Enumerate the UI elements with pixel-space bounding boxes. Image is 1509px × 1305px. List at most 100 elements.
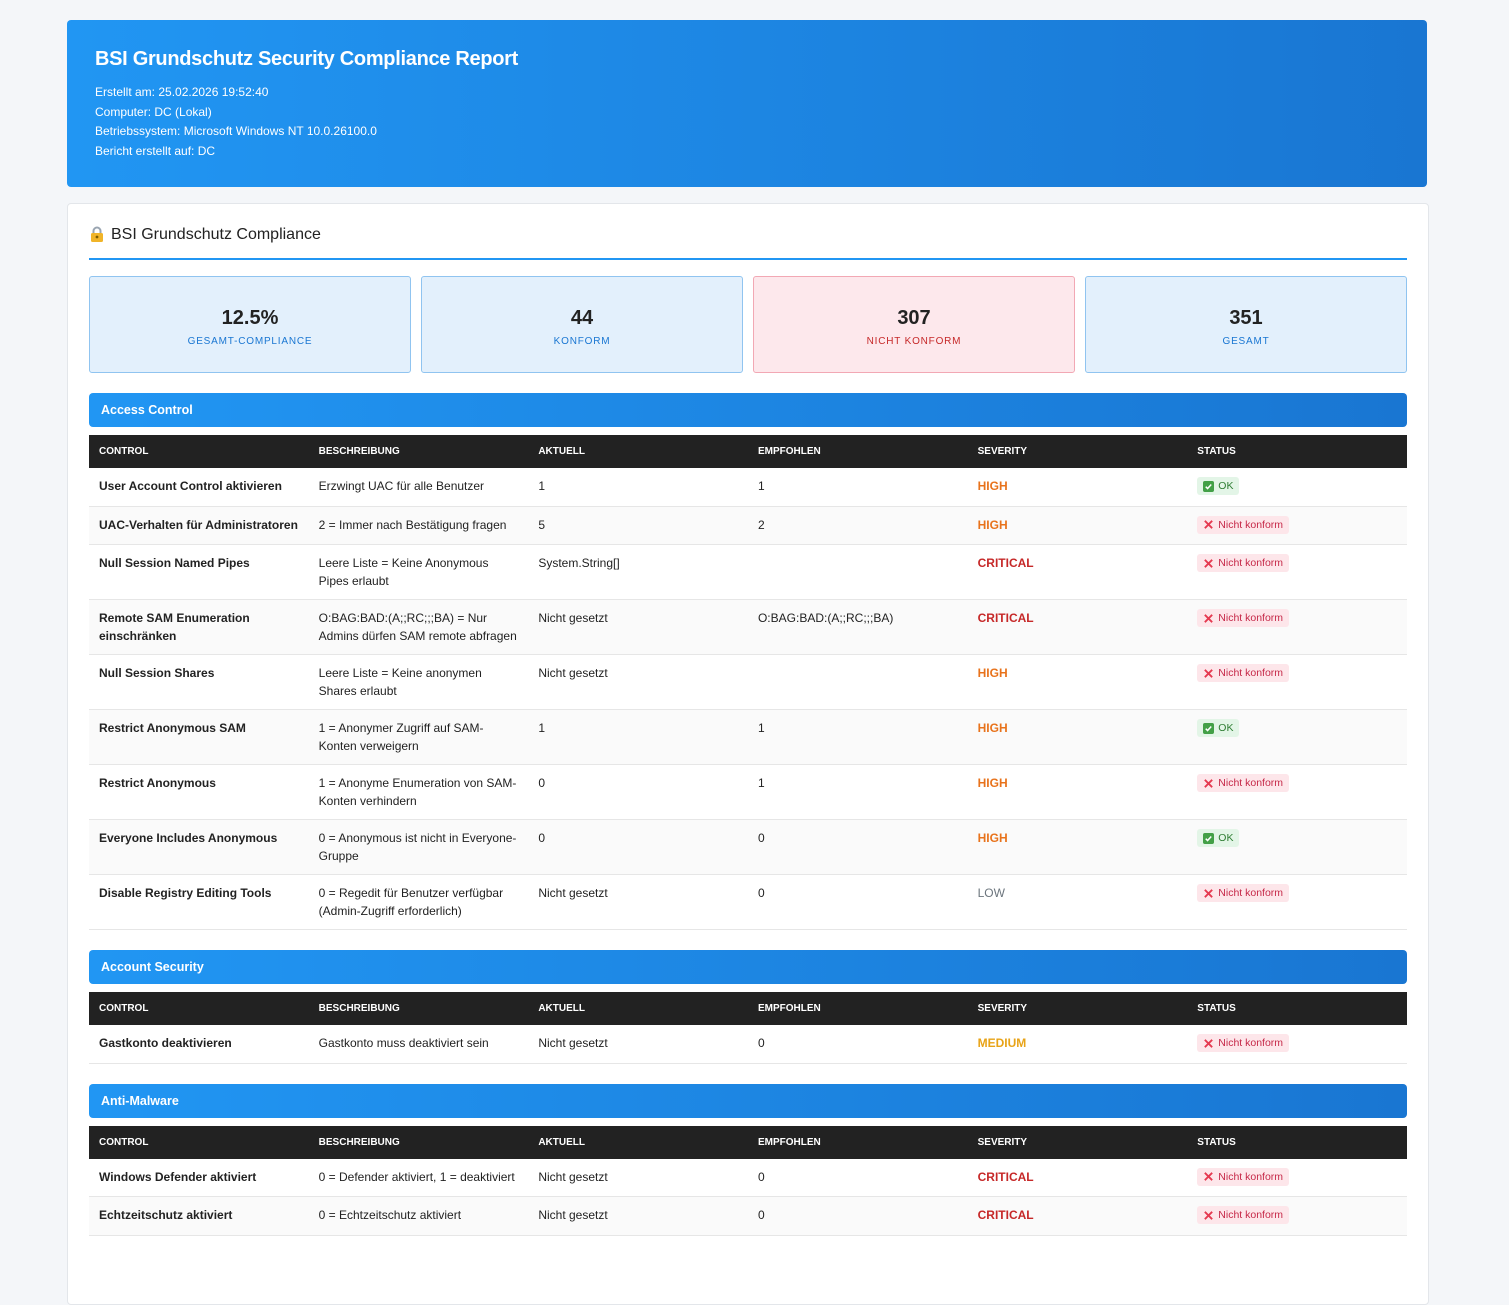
status-text: OK — [1218, 722, 1234, 734]
stat-value: 12.5% — [221, 306, 279, 329]
column-header: EMPFOHLEN — [747, 1125, 968, 1159]
stat-value: 307 — [897, 306, 931, 329]
control-row: Echtzeitschutz aktiviert 0 = Echtzeitschu… — [89, 1196, 1407, 1236]
description: 0 = Defender aktiviert, 1 = deaktiviert — [308, 1158, 529, 1197]
control-row: Windows Defender aktiviert 0 = Defender a… — [89, 1158, 1407, 1197]
severity: LOW — [967, 874, 1188, 930]
status-badge: Nicht konform — [1197, 664, 1290, 682]
stats: 12.5% GESAMT-COMPLIANCE 44 KONFORM 307 NICHT … — [89, 276, 1407, 373]
severity: HIGH — [967, 819, 1188, 875]
meta-line: Bericht erstellt auf: DC — [95, 143, 216, 158]
recommended-value: 0 — [747, 1196, 968, 1236]
column-header: AKTUELL — [528, 1125, 748, 1159]
column-header: SEVERITY — [967, 992, 1188, 1025]
table-head: CONTROL BESCHREIBUNG AKTUELL EMPFOHLEN SEVER… — [89, 1125, 1407, 1159]
status-cell: Nicht konform — [1187, 1158, 1407, 1197]
severity: CRITICAL — [967, 1158, 1188, 1197]
compliance-card: BSI Grundschutz Compliance 12.5% GESAMT-C… — [67, 203, 1429, 1305]
column-header: SEVERITY — [967, 435, 1188, 468]
stat-value: 44 — [570, 306, 594, 329]
recommended-value: 0 — [747, 874, 968, 930]
control-row: Restrict Anonymous SAM 1 = Anonymer Zugri… — [89, 709, 1407, 765]
control-row: Disable Registry Editing Tools 0 = Regedi… — [89, 874, 1407, 930]
control-name: Restrict Anonymous SAM — [89, 709, 309, 765]
meta-list: Erstellt am: 25.02.2026 19:52:40 Computer… — [95, 83, 1399, 161]
stat-label: KONFORM — [553, 335, 611, 347]
meta-line: Computer: DC (Lokal) — [95, 104, 212, 119]
severity: CRITICAL — [967, 599, 1188, 655]
control-name: Remote SAM Enumeration einschränken — [89, 599, 309, 655]
current-value: Nicht gesetzt — [528, 1196, 748, 1236]
control-row: User Account Control aktivieren Erzwingt … — [89, 468, 1407, 507]
current-value: 0 — [528, 819, 748, 875]
severity: CRITICAL — [967, 1196, 1188, 1236]
column-header: STATUS — [1187, 1125, 1407, 1159]
status-badge: Nicht konform — [1197, 1206, 1290, 1224]
current-value: Nicht gesetzt — [528, 874, 748, 930]
table-head: CONTROL BESCHREIBUNG AKTUELL EMPFOHLEN SEVER… — [89, 435, 1407, 468]
severity: HIGH — [967, 506, 1188, 545]
column-header: BESCHREIBUNG — [308, 435, 529, 468]
control-name: Null Session Shares — [89, 654, 309, 710]
column-header: CONTROL — [89, 435, 309, 468]
description: 2 = Immer nach Bestätigung fragen — [308, 506, 529, 545]
status-badge: Nicht konform — [1197, 1034, 1290, 1052]
description: 0 = Anonymous ist nicht in Everyone-Grup… — [308, 819, 529, 875]
status-cell: Nicht konform — [1187, 544, 1407, 600]
column-header: EMPFOHLEN — [747, 992, 968, 1025]
stat-box: 351 GESAMT — [1085, 276, 1407, 373]
description: Leere Liste = Keine anonymen Shares erla… — [308, 654, 529, 710]
column-header: BESCHREIBUNG — [308, 992, 529, 1025]
control-name: Null Session Named Pipes — [89, 544, 309, 600]
severity: CRITICAL — [967, 544, 1188, 600]
status-badge: OK — [1197, 477, 1240, 495]
column-header: CONTROL — [89, 992, 309, 1025]
column-header: EMPFOHLEN — [747, 435, 968, 468]
header-row: CONTROL BESCHREIBUNG AKTUELL EMPFOHLEN SEVER… — [89, 992, 1407, 1025]
stat-box: 307 NICHT KONFORM — [753, 276, 1075, 373]
description: Erzwingt UAC für alle Benutzer — [308, 468, 529, 507]
column-header: BESCHREIBUNG — [308, 1125, 529, 1159]
control-row: Everyone Includes Anonymous 0 = Anonymous… — [89, 819, 1407, 875]
control-name: UAC-Verhalten für Administratoren — [89, 506, 309, 545]
severity: HIGH — [967, 468, 1188, 507]
stat-box: 44 KONFORM — [421, 276, 743, 373]
description: O:BAG:BAD:(A;;RC;;;BA) = Nur Admins dürf… — [308, 599, 529, 655]
status-badge: Nicht konform — [1197, 554, 1290, 572]
description: 1 = Anonymer Zugriff auf SAM-Konten verw… — [308, 709, 529, 765]
status-badge: Nicht konform — [1197, 515, 1290, 534]
stat-box: 12.5% GESAMT-COMPLIANCE — [89, 276, 411, 373]
status-badge: Nicht konform — [1197, 609, 1290, 627]
stat-label: GESAMT-COMPLIANCE — [187, 335, 313, 347]
severity: HIGH — [967, 764, 1188, 820]
card-title: BSI Grundschutz Compliance — [111, 226, 321, 243]
status-cell: Nicht konform — [1187, 506, 1407, 545]
description: Leere Liste = Keine Anonymous Pipes erla… — [308, 544, 529, 600]
status-cell: Nicht konform — [1187, 654, 1407, 710]
control-row: Restrict Anonymous 1 = Anonyme Enumeratio… — [89, 764, 1407, 820]
control-row: Remote SAM Enumeration einschränken O:BAG… — [89, 599, 1407, 655]
status-text: OK — [1218, 480, 1234, 492]
column-header: STATUS — [1187, 992, 1407, 1025]
status-text: Nicht konform — [1218, 518, 1284, 531]
card-heading: BSI Grundschutz Compliance — [89, 226, 1407, 260]
control-row: UAC-Verhalten für Administratoren 2 = Imm… — [89, 506, 1407, 545]
column-header: STATUS — [1187, 435, 1407, 468]
status-text: Nicht konform — [1218, 557, 1284, 569]
table-head: CONTROL BESCHREIBUNG AKTUELL EMPFOHLEN SEVER… — [89, 992, 1407, 1025]
status-text: Nicht konform — [1218, 777, 1284, 789]
current-value: System.String[] — [528, 544, 748, 600]
current-value: 1 — [528, 709, 748, 765]
stat-label: GESAMT — [1222, 335, 1270, 347]
controls-table: CONTROL BESCHREIBUNG AKTUELL EMPFOHLEN SEVER… — [89, 435, 1407, 930]
status-badge: Nicht konform — [1197, 1167, 1290, 1186]
table-body: Windows Defender aktiviert 0 = Defender a… — [89, 1158, 1407, 1236]
status-text: OK — [1218, 832, 1234, 844]
recommended-value: 0 — [747, 819, 968, 875]
status-text: Nicht konform — [1218, 612, 1284, 624]
column-header: SEVERITY — [967, 1125, 1188, 1159]
controls-table: CONTROL BESCHREIBUNG AKTUELL EMPFOHLEN SEVER… — [89, 992, 1407, 1064]
current-value: Nicht gesetzt — [528, 599, 748, 655]
control-name: Echtzeitschutz aktiviert — [89, 1196, 309, 1236]
control-name: Windows Defender aktiviert — [89, 1158, 309, 1197]
